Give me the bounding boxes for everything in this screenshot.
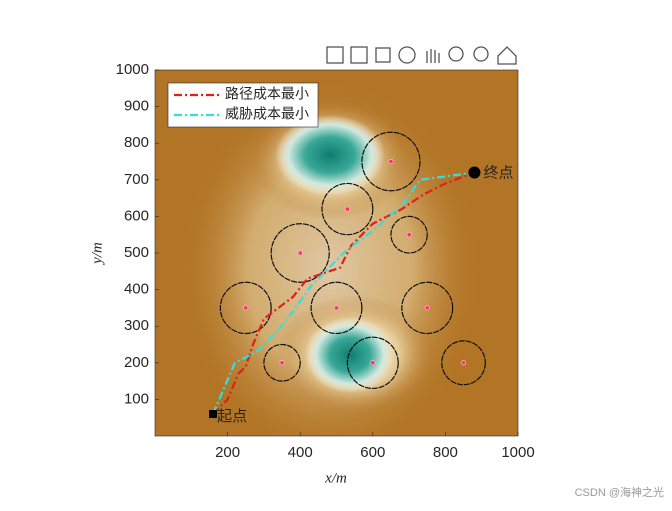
threat-center: [424, 305, 430, 311]
threat-center: [333, 305, 339, 311]
y-tick-label: 800: [124, 134, 149, 151]
start-marker: [209, 410, 218, 419]
x-axis-label: x/m: [324, 470, 347, 486]
threat-center: [370, 360, 376, 366]
watermark: CSDN @海神之光: [575, 485, 664, 499]
y-tick-label: 400: [124, 281, 149, 298]
threat-zone: [263, 343, 301, 382]
x-tick-label: 800: [433, 444, 458, 461]
x-tick-label: 200: [215, 444, 240, 461]
toolbar-pan[interactable]: [426, 49, 440, 63]
threat-center: [297, 250, 303, 256]
threat-center: [406, 232, 412, 238]
threat-zone: [401, 281, 454, 335]
legend-label: 威胁成本最小: [225, 106, 309, 122]
threat-zone: [270, 223, 330, 283]
y-tick-label: 700: [124, 171, 149, 188]
y-tick-label: 900: [124, 98, 149, 115]
threat-zone: [346, 336, 399, 390]
toolbar-zoom-in[interactable]: [448, 46, 464, 62]
threat-center: [344, 206, 350, 212]
toolbar-zoom-out[interactable]: [473, 46, 489, 62]
threat-center: [279, 360, 285, 366]
threat-zone: [390, 215, 428, 254]
x-tick-label: 400: [288, 444, 313, 461]
terrain: [155, 70, 518, 436]
toolbar-legend[interactable]: [375, 47, 391, 63]
route-line: [212, 171, 475, 415]
route-line: [212, 171, 475, 415]
threat-center: [243, 305, 249, 311]
threat-zone: [321, 182, 374, 236]
legend-box: [167, 82, 319, 128]
toolbar-home[interactable]: [497, 46, 517, 65]
end-marker: [468, 166, 481, 179]
threat-zone: [441, 340, 486, 386]
threat-zone: [361, 131, 421, 192]
threat-center: [388, 159, 394, 165]
toolbar: [326, 46, 517, 65]
y-tick-label: 600: [124, 207, 149, 224]
y-tick-label: 500: [124, 244, 149, 261]
y-axis-label: y/m: [89, 242, 105, 266]
y-tick-label: 200: [124, 354, 149, 371]
toolbar-datatip[interactable]: [350, 46, 368, 64]
y-tick-label: 100: [124, 390, 149, 407]
toolbar-brush[interactable]: [326, 46, 344, 64]
y-tick-label: 1000: [116, 61, 149, 78]
start-label: 起点: [217, 408, 247, 425]
threat-zone: [219, 281, 272, 335]
end-label: 终点: [483, 164, 513, 181]
x-tick-label: 1000: [501, 444, 534, 461]
legend-label: 路径成本最小: [225, 86, 309, 102]
threat-zone: [310, 281, 363, 335]
threat-center: [461, 360, 467, 366]
toolbar-rotate[interactable]: [398, 46, 416, 64]
y-tick-label: 300: [124, 317, 149, 334]
x-tick-label: 600: [360, 444, 385, 461]
